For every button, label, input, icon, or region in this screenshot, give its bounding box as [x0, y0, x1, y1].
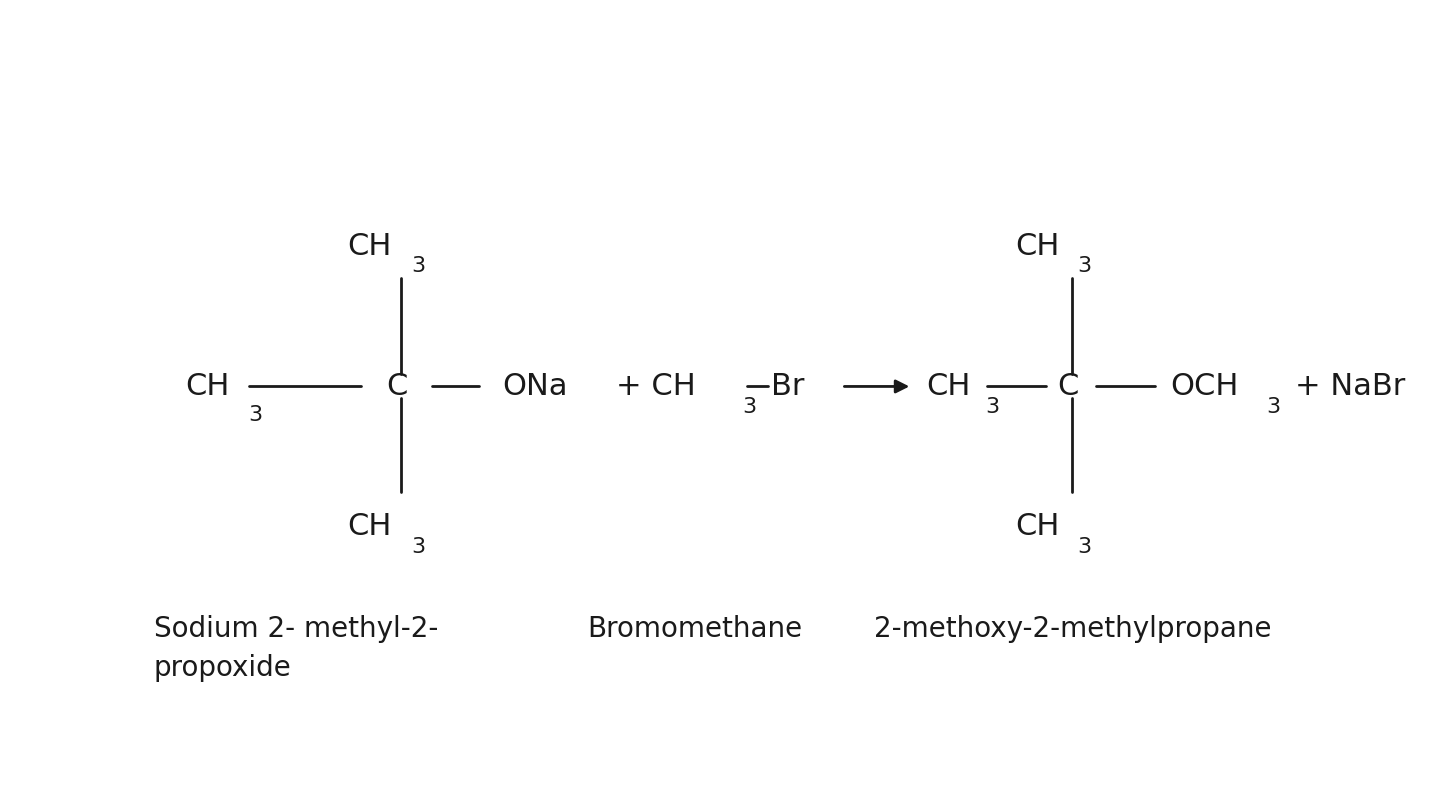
- Text: OCH: OCH: [1170, 372, 1239, 401]
- Text: + CH: + CH: [616, 372, 696, 401]
- Text: 3: 3: [743, 397, 758, 416]
- Text: 2-methoxy-2-methylpropane: 2-methoxy-2-methylpropane: [874, 615, 1272, 643]
- Text: 3: 3: [1077, 256, 1091, 276]
- Text: CH: CH: [927, 372, 971, 401]
- Text: 3: 3: [411, 256, 425, 276]
- Text: 3: 3: [1266, 397, 1280, 416]
- Text: CH: CH: [1015, 512, 1060, 541]
- Text: CH: CH: [348, 512, 392, 541]
- Text: C: C: [387, 372, 408, 401]
- Text: 3: 3: [249, 405, 262, 424]
- Text: 3: 3: [411, 537, 425, 557]
- Text: CH: CH: [348, 232, 392, 261]
- Text: + NaBr: + NaBr: [1295, 372, 1405, 401]
- Text: Sodium 2- methyl-2-
propoxide: Sodium 2- methyl-2- propoxide: [153, 615, 438, 682]
- Text: Br: Br: [770, 372, 805, 401]
- Text: CH: CH: [1015, 232, 1060, 261]
- Text: CH: CH: [185, 372, 229, 401]
- Text: ONa: ONa: [503, 372, 569, 401]
- Text: 3: 3: [985, 397, 1000, 416]
- Text: C: C: [1057, 372, 1078, 401]
- Text: 3: 3: [1077, 537, 1091, 557]
- Text: Bromomethane: Bromomethane: [587, 615, 802, 643]
